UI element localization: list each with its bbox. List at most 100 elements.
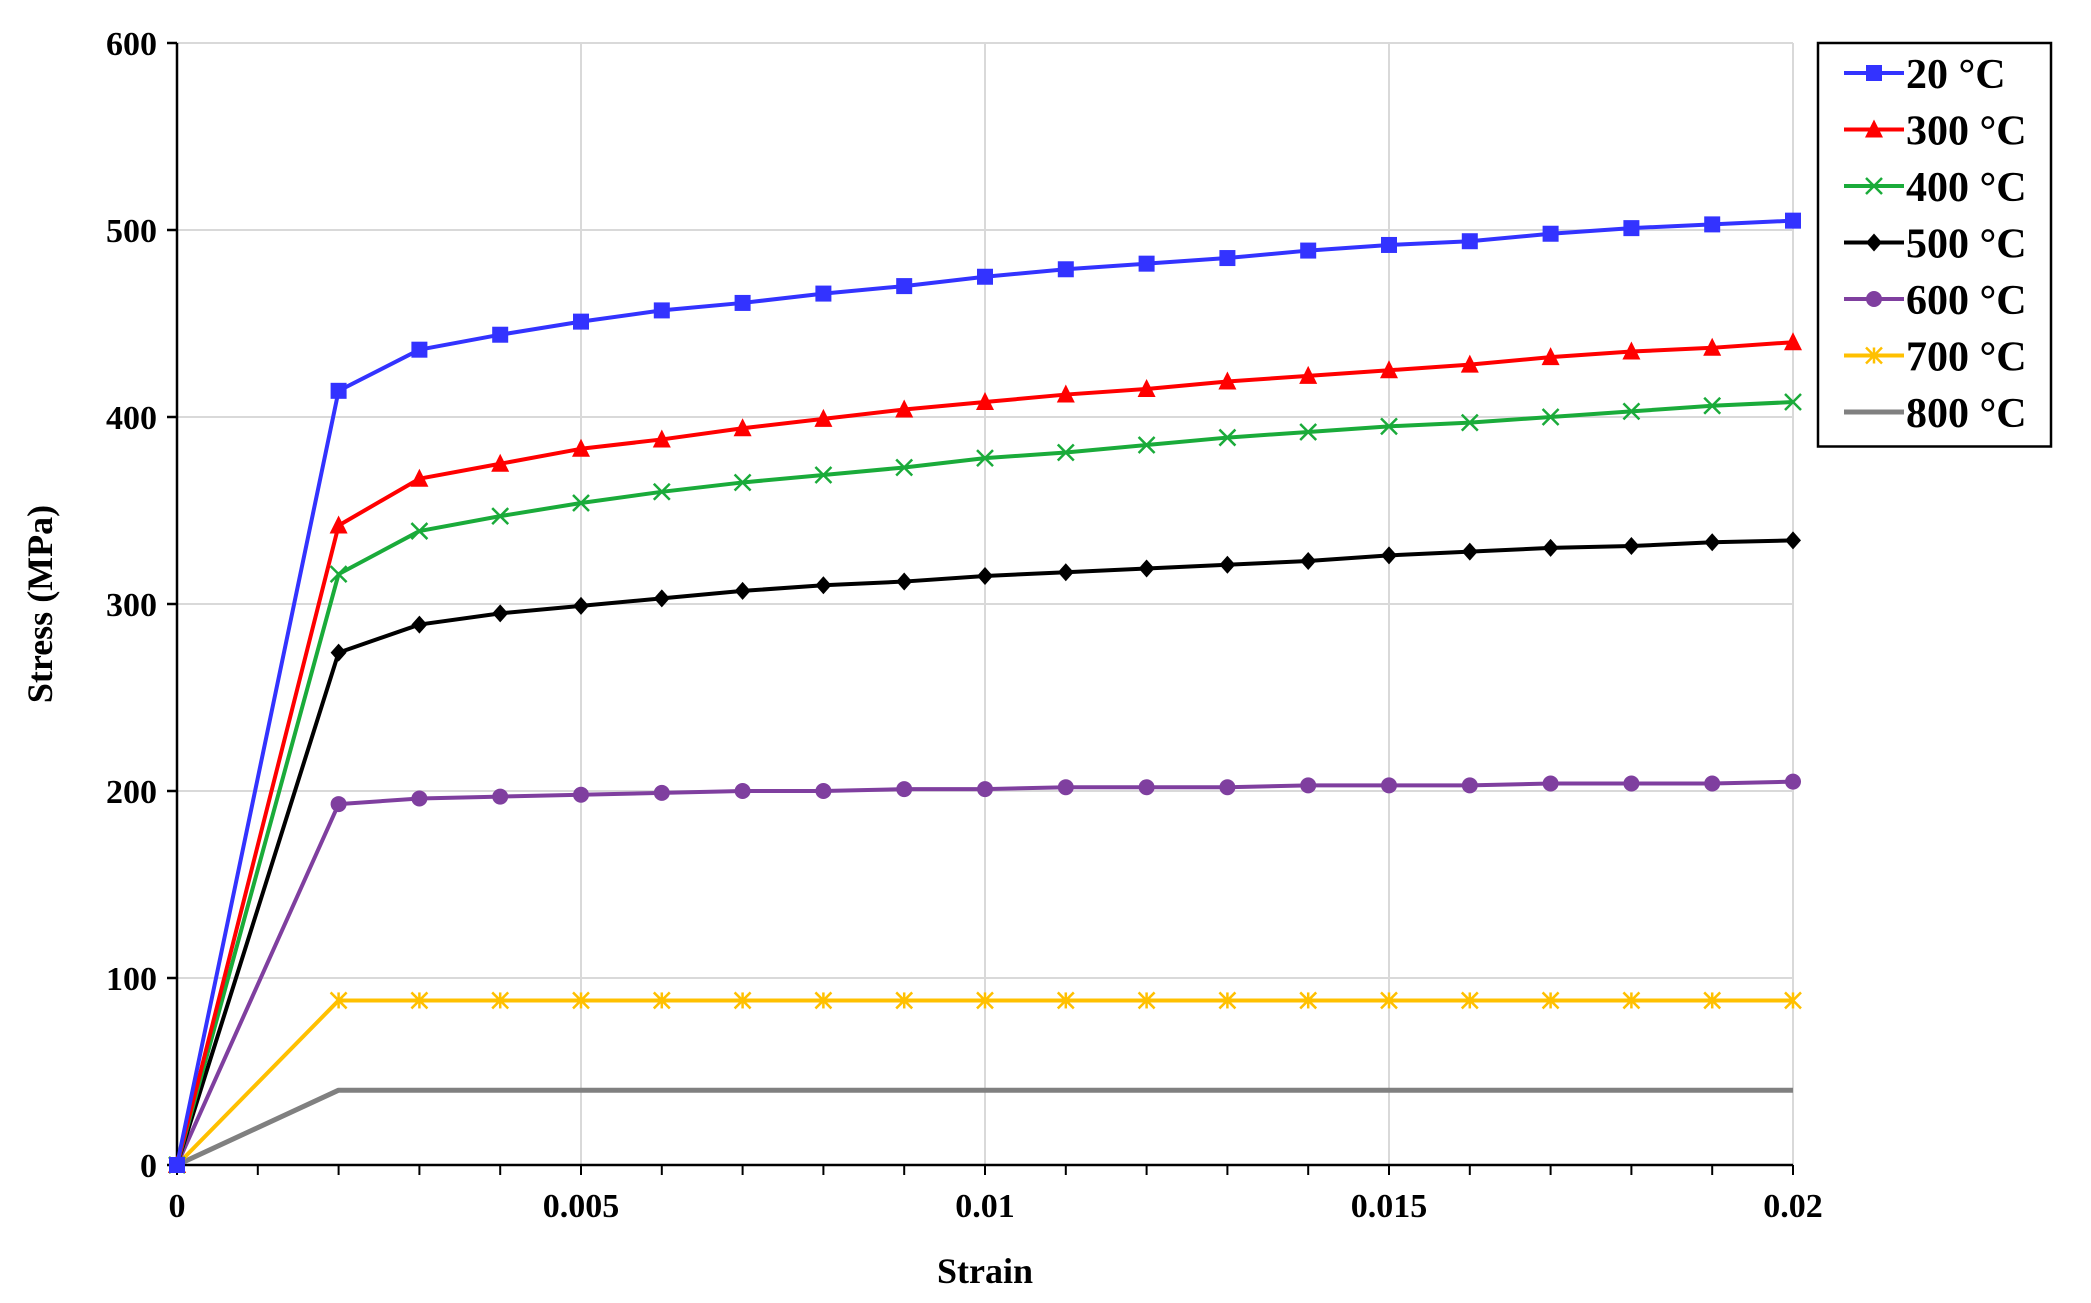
data-point-300-c xyxy=(329,515,348,534)
data-point-700-c xyxy=(652,991,671,1010)
data-point-400-c xyxy=(1299,423,1318,441)
data-point-600-c xyxy=(734,783,751,799)
y-tick-label: 200 xyxy=(106,774,157,811)
data-point-300-c xyxy=(572,438,590,457)
data-point-600-c xyxy=(815,783,832,799)
x-tick-label: 0.015 xyxy=(1351,1188,1428,1225)
data-point-500-c xyxy=(1300,551,1317,570)
data-point-300-c xyxy=(1460,354,1479,373)
data-point-500-c xyxy=(1542,538,1559,557)
data-point-600-c xyxy=(1704,775,1721,792)
legend-marker xyxy=(1865,119,1883,138)
data-point-500-c xyxy=(977,566,993,585)
data-point-300-c xyxy=(1380,360,1398,379)
data-point-600-c xyxy=(1138,779,1155,796)
data-point-20-c xyxy=(734,294,751,311)
x-tick-label: 0.02 xyxy=(1763,1188,1823,1225)
data-point-400-c xyxy=(1703,396,1722,415)
data-point-500-c xyxy=(1461,542,1478,561)
y-tick-label: 600 xyxy=(106,26,157,63)
data-point-300-c xyxy=(1622,341,1641,360)
data-point-400-c xyxy=(329,565,348,583)
data-point-20-c xyxy=(330,382,347,399)
data-point-20-c xyxy=(1057,261,1074,278)
y-tick-label: 300 xyxy=(106,587,157,624)
x-axis-label: Strain xyxy=(937,1251,1033,1291)
data-point-400-c xyxy=(1784,393,1802,411)
data-point-700-c xyxy=(1541,991,1560,1010)
data-point-400-c xyxy=(1380,417,1398,436)
legend-item-500-c: 500 °C xyxy=(1844,222,2027,268)
data-point-300-c xyxy=(895,399,914,418)
data-point-500-c xyxy=(815,576,832,595)
data-point-300-c xyxy=(1784,332,1802,351)
data-point-600-c xyxy=(492,788,509,805)
data-point-20-c xyxy=(411,341,428,358)
legend-label: 700 °C xyxy=(1906,335,2027,381)
data-point-20-c xyxy=(1542,225,1559,242)
data-point-20-c xyxy=(1785,212,1801,229)
data-point-400-c xyxy=(1137,436,1156,454)
data-point-600-c xyxy=(330,796,347,813)
data-point-400-c xyxy=(410,522,429,540)
legend-marker xyxy=(1866,65,1882,81)
legend-item-20-c: 20 °C xyxy=(1844,52,2006,98)
data-point-20-c xyxy=(169,1157,185,1173)
data-point-20-c xyxy=(653,302,670,319)
legend-marker xyxy=(1865,177,1883,195)
data-point-400-c xyxy=(814,466,833,484)
data-point-600-c xyxy=(411,790,428,807)
data-point-20-c xyxy=(573,313,589,330)
data-point-20-c xyxy=(1461,233,1478,250)
series-line-800-c xyxy=(175,1087,1793,1168)
data-point-300-c xyxy=(1541,347,1560,366)
data-point-700-c xyxy=(895,991,914,1010)
data-point-700-c xyxy=(1703,991,1722,1010)
data-point-700-c xyxy=(1784,991,1802,1010)
data-point-600-c xyxy=(1623,775,1640,792)
data-point-400-c xyxy=(652,482,671,501)
data-point-600-c xyxy=(1300,777,1317,794)
x-tick-label: 0 xyxy=(169,1188,186,1225)
data-point-400-c xyxy=(733,473,752,492)
data-point-20-c xyxy=(1138,255,1155,272)
legend-item-600-c: 600 °C xyxy=(1844,278,2027,324)
legend-box xyxy=(1816,41,2053,448)
data-point-500-c xyxy=(1381,546,1397,565)
data-point-700-c xyxy=(491,991,510,1010)
legend-marker xyxy=(1865,346,1883,365)
data-point-20-c xyxy=(1300,242,1317,259)
data-point-600-c xyxy=(1461,777,1478,794)
series-400-c xyxy=(168,393,1802,1174)
data-point-20-c xyxy=(492,326,509,343)
legend-label: 20 °C xyxy=(1906,52,2006,98)
data-point-600-c xyxy=(977,781,993,798)
data-point-400-c xyxy=(1056,443,1075,462)
data-point-400-c xyxy=(976,449,994,468)
data-point-600-c xyxy=(1785,773,1801,790)
y-axis-label: Stress (MPa) xyxy=(20,505,60,703)
series-800-c xyxy=(175,1087,1793,1168)
y-tick-label: 100 xyxy=(106,961,157,998)
data-point-500-c xyxy=(411,615,428,634)
data-point-500-c xyxy=(492,604,509,623)
data-point-700-c xyxy=(329,991,348,1010)
data-point-300-c xyxy=(491,453,510,472)
data-point-500-c xyxy=(653,589,670,608)
data-point-700-c xyxy=(1137,991,1156,1010)
legend-label: 300 °C xyxy=(1906,109,2027,155)
data-point-700-c xyxy=(410,991,429,1010)
data-point-300-c xyxy=(976,392,994,411)
data-point-20-c xyxy=(1623,220,1640,237)
data-point-500-c xyxy=(573,596,589,615)
legend-label: 600 °C xyxy=(1906,278,2027,324)
data-point-700-c xyxy=(1460,991,1479,1010)
series-700-c xyxy=(168,991,1802,1174)
y-tick-label: 0 xyxy=(140,1148,157,1185)
data-point-600-c xyxy=(1381,777,1397,794)
data-point-300-c xyxy=(733,418,752,437)
data-point-500-c xyxy=(1219,555,1236,574)
series-line-400-c xyxy=(175,400,1794,1166)
legend-item-400-c: 400 °C xyxy=(1844,165,2027,211)
